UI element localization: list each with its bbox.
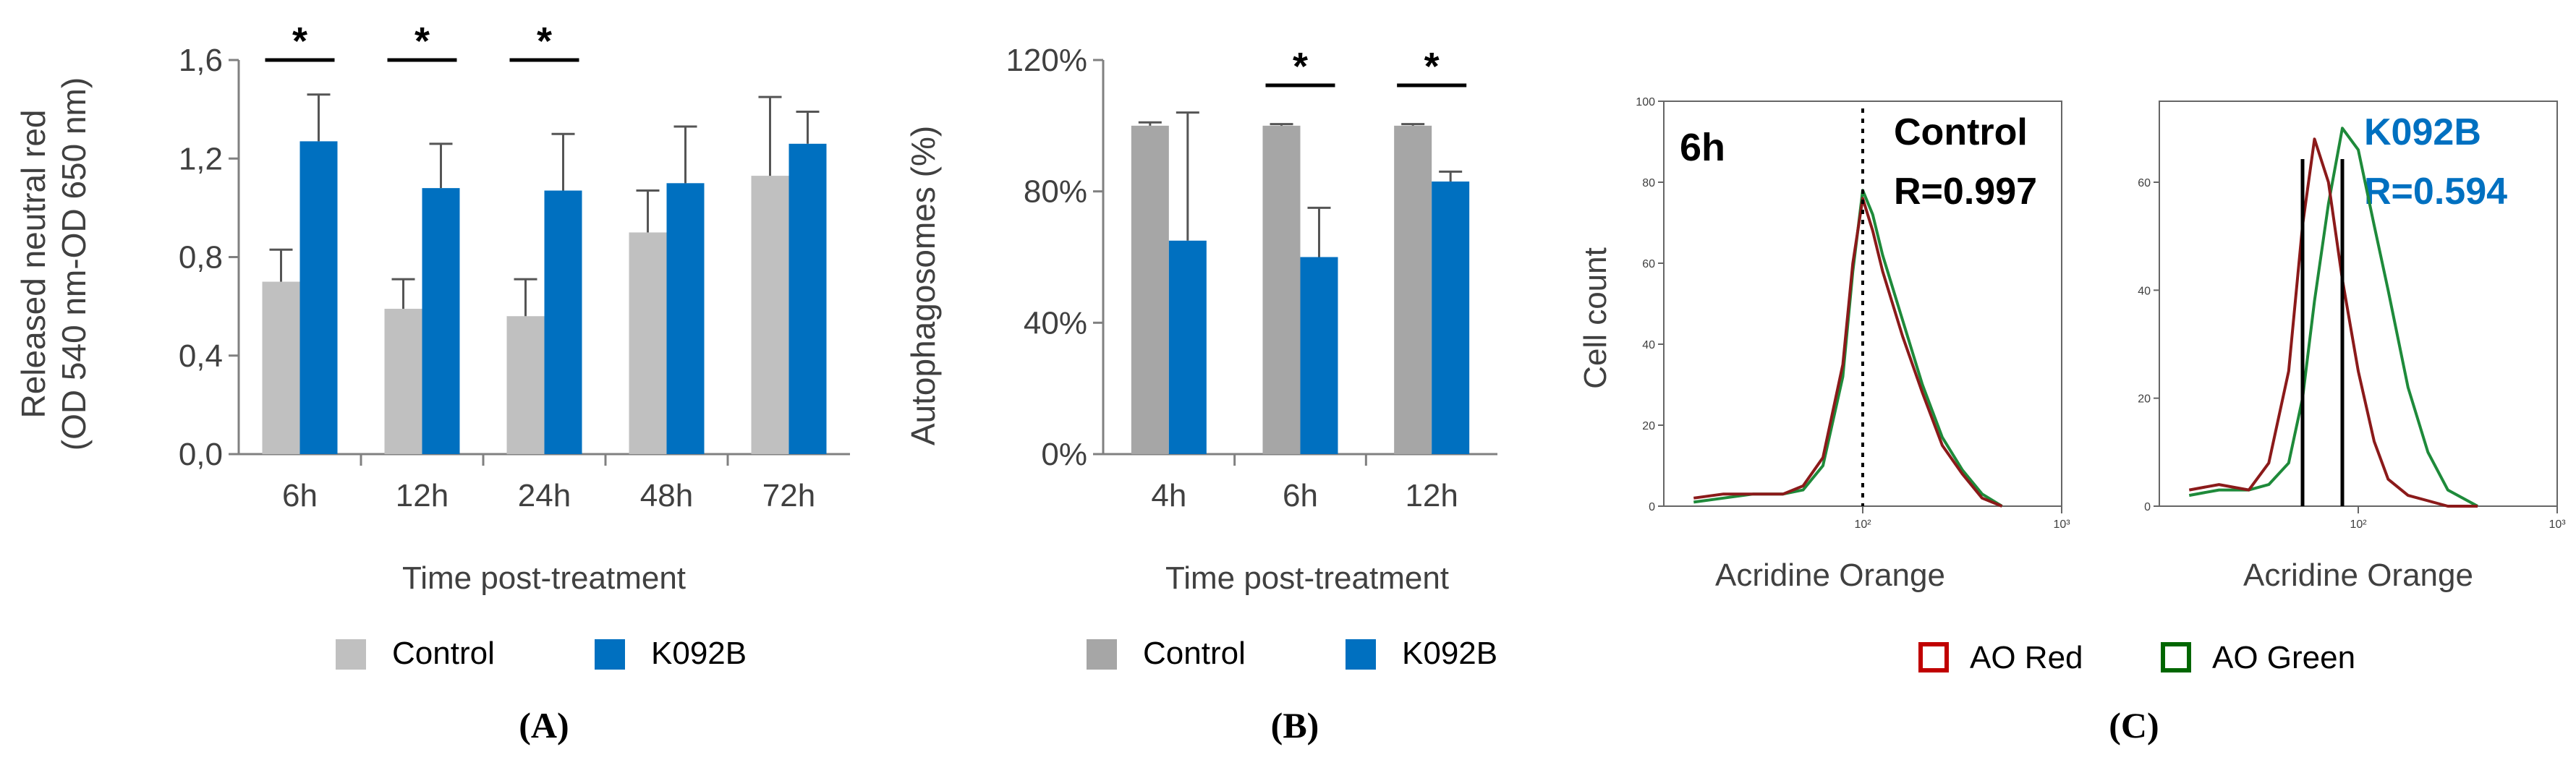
panel-b-y-tick-label: 0%	[1041, 437, 1087, 472]
panel-c-timepoint: 6h	[1680, 126, 1725, 169]
panel-b-ylabel: Autophagosomes (%)	[904, 126, 942, 445]
panel-a-legend-label: K092B	[651, 636, 747, 671]
panel-c-control-r: R=0.997	[1894, 171, 2037, 213]
panel-a-legend-swatch	[595, 639, 625, 670]
panel-b-bar-k092b	[1168, 240, 1207, 454]
panel-a-x-tick-label: 6h	[282, 478, 318, 513]
panel-a-y-tick-label: 1,2	[179, 141, 223, 176]
panel-b-label: (B)	[1271, 705, 1319, 746]
panel-c-xlabel-right: Acridine Orange	[2243, 558, 2473, 593]
panel-c-control-x-tick-label: 10³	[2053, 518, 2070, 531]
panel-a-y-tick-label: 0,4	[179, 338, 223, 374]
panel-c-control-y-tick-label: 40	[1642, 339, 1655, 351]
panel-b-x-tick-label: 6h	[1283, 478, 1318, 513]
panel-a-bar-control	[506, 316, 545, 454]
panel-c-control-label: Control	[1894, 111, 2028, 153]
panel-c-k092b-x-tick-label: 10²	[2350, 518, 2367, 531]
panel-b-y-tick-label: 120%	[1006, 43, 1087, 78]
panel-b-bar-control	[1262, 125, 1301, 455]
panel-c-control-y-tick-label: 0	[1649, 501, 1655, 513]
panel-a-y-tick-label: 0,8	[179, 240, 223, 276]
panel-a-bar-control	[629, 232, 667, 454]
panel-a-bar-k092b	[299, 141, 338, 454]
panel-c: Cell count Acridine Orange Acridine Oran…	[1578, 111, 2507, 746]
panel-b-bar-k092b	[1432, 181, 1470, 454]
panel-a-bar-control	[262, 281, 300, 454]
panel-b-x-tick-label: 12h	[1405, 478, 1458, 513]
panel-c-xlabel-left: Acridine Orange	[1715, 558, 1945, 593]
panel-b-y-tick-label: 80%	[1024, 174, 1087, 210]
panel-b: Autophagosomes (%) Time post-treatment (…	[904, 126, 1449, 746]
panel-a-significance-star: *	[537, 20, 552, 63]
panel-b-significance-star: *	[1424, 45, 1440, 88]
panel-a-significance-star: *	[292, 20, 307, 63]
panel-b-bar-control	[1131, 125, 1169, 455]
panel-b-legend-swatch	[1346, 639, 1376, 670]
panel-a-ylabel-line1: Released neutral red	[14, 109, 52, 418]
panel-c-control-y-tick-label: 20	[1642, 420, 1655, 432]
panel-c-control-y-tick-label: 80	[1642, 177, 1655, 189]
panel-a-bar-k092b	[788, 143, 827, 454]
panel-c-k092b-plot-frame	[2159, 101, 2558, 507]
panel-b-legend-label: K092B	[1402, 636, 1497, 671]
panel-a-significance-star: *	[415, 20, 430, 63]
panel-c-k092b-y-tick-label: 60	[2138, 177, 2151, 189]
panel-a-x-tick-label: 12h	[396, 478, 449, 513]
panel-a-legend-swatch	[336, 639, 366, 670]
panel-b-y-tick-label: 40%	[1024, 305, 1087, 341]
panel-b-legend-swatch	[1087, 639, 1117, 670]
panel-c-k092b-y-tick-label: 40	[2138, 285, 2151, 297]
panel-c-k092b-x-tick-label: 10³	[2549, 518, 2566, 531]
panel-b-x-tick-label: 4h	[1151, 478, 1186, 513]
panel-a-x-tick-label: 24h	[518, 478, 571, 513]
panel-a-bar-k092b	[422, 188, 460, 454]
panel-a-legend-label: Control	[392, 636, 495, 671]
panel-a-bar-control	[751, 176, 789, 454]
panel-c-legend-swatch	[1918, 642, 1949, 672]
panel-a-label: (A)	[519, 705, 569, 746]
panel-a-x-tick-label: 72h	[762, 478, 815, 513]
panel-b-significance-star: *	[1293, 45, 1308, 88]
panel-c-control-ao-red-histogram	[1693, 197, 2003, 508]
chart-marks: 0,0 0,4 0,8 1,2 1,6 6h 12h 24h 48h 72h * * * Control K…	[179, 20, 2566, 675]
panel-a-ylabel-line2: (OD 540 nm-OD 650 nm)	[55, 77, 93, 450]
panel-c-legend-label: AO Green	[2212, 640, 2355, 675]
panel-b-bar-control	[1394, 125, 1432, 455]
panel-c-k092b-y-tick-label: 0	[2144, 501, 2151, 513]
panel-b-xlabel: Time post-treatment	[1165, 560, 1449, 596]
panel-c-control-y-tick-label: 60	[1642, 258, 1655, 270]
panel-a-x-tick-label: 48h	[640, 478, 693, 513]
panel-c-label: (C)	[2109, 705, 2159, 746]
panel-b-bar-k092b	[1300, 257, 1338, 454]
panel-a-y-tick-label: 0,0	[179, 437, 223, 472]
panel-a-bar-k092b	[544, 190, 582, 454]
panel-a-bar-k092b	[666, 183, 705, 454]
panel-c-k092b-ao-green-histogram	[2188, 127, 2478, 508]
panel-c-legend-swatch	[2161, 642, 2191, 672]
panel-c-ylabel: Cell count	[1578, 247, 1613, 389]
panel-a: Released neutral red (OD 540 nm-OD 650 n…	[14, 77, 686, 746]
panel-c-k092b-ao-red-histogram	[2188, 137, 2478, 508]
panel-c-legend-label: AO Red	[1970, 640, 2083, 675]
panel-c-control-x-tick-label: 10²	[1854, 518, 1871, 531]
panel-c-control-ao-green-histogram	[1693, 189, 2003, 508]
panel-c-k092b-y-tick-label: 20	[2138, 393, 2151, 406]
panel-a-bar-control	[384, 309, 422, 454]
panel-b-legend-label: Control	[1143, 636, 1246, 671]
panel-c-k092b-r: R=0.594	[2364, 171, 2507, 213]
panel-a-xlabel: Time post-treatment	[402, 560, 686, 596]
panel-c-control-y-tick-label: 100	[1636, 96, 1655, 108]
panel-a-y-tick-label: 1,6	[179, 43, 223, 78]
panel-c-k092b-label: K092B	[2364, 111, 2481, 153]
